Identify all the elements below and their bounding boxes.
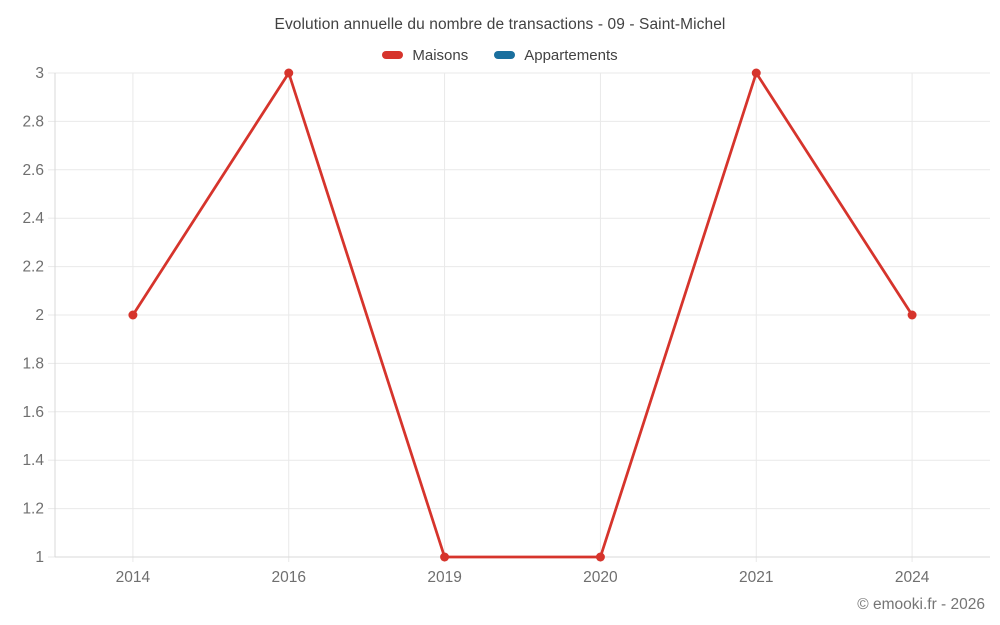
- maisons-series-swatch-icon: [382, 51, 404, 59]
- data-point-maisons[interactable]: [751, 68, 761, 78]
- x-tick-label: 2020: [583, 569, 618, 586]
- copyright-credit: © emooki.fr - 2026: [857, 596, 985, 613]
- data-point-maisons[interactable]: [128, 310, 138, 320]
- legend-item-label: Maisons: [412, 46, 469, 64]
- x-tick-label: 2024: [895, 569, 930, 586]
- y-tick-label: 2.8: [22, 113, 44, 130]
- y-tick-label: 1.2: [22, 501, 44, 518]
- data-point-maisons[interactable]: [595, 552, 605, 562]
- x-tick-label: 2014: [116, 569, 151, 586]
- legend-item-label: Appartements: [524, 46, 618, 64]
- chart-legend: Maisons Appartements: [0, 45, 1000, 65]
- data-point-maisons[interactable]: [440, 552, 450, 562]
- appartements-series-swatch-icon: [494, 51, 516, 59]
- legend-item-maisons[interactable]: Maisons: [382, 47, 468, 64]
- y-tick-label: 2.6: [22, 162, 44, 179]
- y-tick-label: 1.4: [22, 452, 44, 469]
- y-tick-label: 1.8: [22, 355, 44, 372]
- x-tick-label: 2016: [272, 569, 306, 586]
- y-tick-label: 2.4: [22, 210, 44, 227]
- y-tick-label: 1.6: [22, 404, 44, 421]
- y-tick-label: 2: [35, 307, 44, 324]
- data-point-maisons[interactable]: [907, 310, 917, 320]
- series-line-maisons: [131, 71, 914, 559]
- x-tick-label: 2021: [739, 569, 773, 586]
- legend-item-appartements[interactable]: Appartements: [494, 46, 618, 64]
- y-tick-label: 2.2: [22, 259, 44, 276]
- y-tick-label: 1: [35, 549, 44, 566]
- data-point-maisons[interactable]: [284, 68, 294, 78]
- y-tick-label: 3: [35, 65, 44, 82]
- x-tick-label: 2019: [427, 569, 461, 586]
- chart-title: Evolution annuelle du nombre de transact…: [274, 16, 726, 33]
